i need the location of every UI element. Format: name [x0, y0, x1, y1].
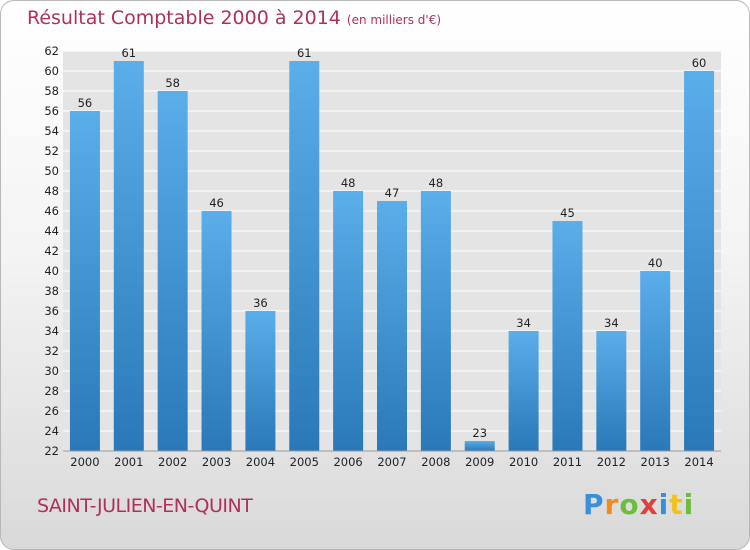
bar-value-label: 46: [209, 196, 224, 210]
chart-title: Résultat Comptable 2000 à 2014 (en millie…: [27, 7, 441, 29]
y-tick-label: 50: [44, 164, 59, 178]
y-tick-label: 42: [44, 244, 59, 258]
y-tick-label: 48: [44, 184, 59, 198]
bar-value-label: 34: [604, 316, 619, 330]
x-tick-label: 2010: [509, 455, 538, 469]
y-tick-label: 54: [44, 124, 59, 138]
bar: [377, 201, 407, 451]
y-tick-label: 30: [44, 364, 59, 378]
bar: [508, 331, 539, 451]
y-tick-label: 62: [44, 44, 59, 58]
bar-value-label: 48: [429, 176, 444, 190]
y-tick-label: 58: [44, 84, 59, 98]
x-tick-label: 2000: [70, 455, 99, 469]
bar: [552, 221, 583, 451]
x-tick-label: 2013: [641, 455, 670, 469]
x-tick-label: 2002: [158, 455, 187, 469]
bar: [157, 91, 188, 451]
bar: [684, 71, 715, 451]
bar: [333, 191, 364, 451]
y-tick-label: 40: [44, 264, 59, 278]
bar-value-label: 40: [648, 256, 663, 270]
y-tick-label: 28: [44, 384, 59, 398]
y-tick-label: 22: [44, 444, 59, 458]
y-tick-label: 38: [44, 284, 59, 298]
y-tick-label: 60: [44, 64, 59, 78]
x-tick-label: 2005: [290, 455, 319, 469]
bar: [201, 211, 232, 451]
city-name: SAINT-JULIEN-EN-QUINT: [37, 495, 253, 517]
y-tick-label: 24: [44, 424, 59, 438]
bar-value-label: 47: [385, 186, 400, 200]
bar-value-label: 36: [253, 296, 268, 310]
x-tick-label: 2006: [333, 455, 362, 469]
bar: [245, 311, 276, 451]
y-tick-label: 26: [44, 404, 59, 418]
bar: [464, 441, 495, 451]
proxiti-logo: Proxiti: [583, 488, 695, 521]
x-tick-label: 2014: [684, 455, 713, 469]
x-tick-label: 2001: [114, 455, 143, 469]
bar: [640, 271, 671, 451]
bar: [113, 61, 144, 451]
bar-value-label: 23: [472, 426, 487, 440]
bar: [289, 61, 320, 451]
bar-value-label: 61: [297, 46, 312, 60]
x-tick-label: 2011: [553, 455, 582, 469]
x-tick-label: 2008: [421, 455, 450, 469]
y-tick-label: 36: [44, 304, 59, 318]
y-tick-label: 32: [44, 344, 59, 358]
y-tick-label: 56: [44, 104, 59, 118]
y-tick-label: 46: [44, 204, 59, 218]
bar: [69, 111, 100, 451]
bar-value-label: 56: [78, 96, 93, 110]
bar-value-label: 58: [165, 76, 180, 90]
x-tick-label: 2012: [597, 455, 626, 469]
bar-value-label: 48: [341, 176, 356, 190]
bar-value-label: 60: [692, 56, 707, 70]
x-tick-label: 2007: [377, 455, 406, 469]
bar: [420, 191, 451, 451]
x-tick-label: 2004: [246, 455, 275, 469]
bar: [596, 331, 627, 451]
y-tick-label: 44: [44, 224, 59, 238]
y-tick-label: 34: [44, 324, 59, 338]
bar-value-label: 45: [560, 206, 575, 220]
x-tick-label: 2003: [202, 455, 231, 469]
bar-value-label: 61: [121, 46, 136, 60]
bar-value-label: 34: [516, 316, 531, 330]
chart-unit: (en milliers d'€): [346, 13, 442, 27]
chart-title-text: Résultat Comptable 2000 à 2014: [27, 7, 341, 29]
x-tick-label: 2009: [465, 455, 494, 469]
y-tick-label: 52: [44, 144, 59, 158]
